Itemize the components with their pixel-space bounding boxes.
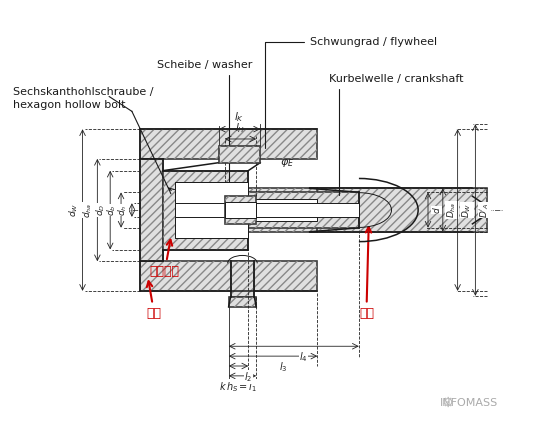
Bar	[140, 129, 317, 159]
Bar	[140, 262, 317, 291]
Text: $D_W$: $D_W$	[461, 202, 473, 218]
Bar	[219, 146, 260, 163]
Text: $D_{ha}$: $D_{ha}$	[446, 202, 458, 218]
Bar	[164, 171, 248, 250]
Bar	[248, 188, 317, 232]
Text: $d_D$: $d_D$	[95, 204, 107, 216]
Bar	[248, 199, 317, 221]
Bar	[225, 196, 256, 224]
Text: $l_H$: $l_H$	[236, 121, 246, 135]
Text: 空心螺栓: 空心螺栓	[150, 240, 180, 278]
Text: $d$: $d$	[431, 206, 442, 214]
Text: $d_b$: $d_b$	[106, 204, 118, 216]
Bar	[231, 262, 254, 297]
Text: Scheibe / washer: Scheibe / washer	[156, 60, 252, 193]
Text: $l_K$: $l_K$	[234, 110, 244, 124]
Bar	[228, 297, 256, 307]
Bar	[248, 192, 359, 228]
Bar	[248, 203, 359, 217]
Text: $\varphi_E$: $\varphi_E$	[280, 157, 294, 169]
Bar	[248, 192, 359, 228]
Bar	[225, 196, 256, 224]
Text: 转轴: 转轴	[359, 227, 374, 320]
Text: Sechskanthohlschraube /
hexagon hollow bolt: Sechskanthohlschraube / hexagon hollow b…	[13, 87, 154, 110]
Text: $d_W$: $d_W$	[67, 203, 80, 217]
Text: Kurbelwelle / crankshaft: Kurbelwelle / crankshaft	[329, 74, 464, 196]
Text: $l_3$: $l_3$	[279, 360, 287, 374]
Text: ⚙: ⚙	[441, 395, 454, 410]
Text: $l_2$: $l_2$	[244, 370, 253, 384]
Bar	[231, 262, 254, 297]
Bar	[140, 262, 317, 291]
Bar	[164, 171, 248, 250]
Bar	[225, 202, 256, 218]
Text: $d_{ha}$: $d_{ha}$	[82, 202, 95, 218]
Text: Schwungrad / flywheel: Schwungrad / flywheel	[265, 37, 437, 148]
Bar	[140, 129, 317, 159]
Text: INFOMASS: INFOMASS	[440, 398, 499, 407]
Text: $d_h$: $d_h$	[117, 205, 129, 216]
Bar	[228, 297, 256, 307]
Bar	[219, 146, 260, 163]
Bar	[175, 182, 248, 238]
Text: 飞轮: 飞轮	[147, 281, 161, 320]
Bar	[248, 188, 317, 232]
Bar	[310, 188, 487, 232]
Text: $h_S = l_1$: $h_S = l_1$	[226, 380, 257, 394]
Text: $l_4$: $l_4$	[299, 350, 308, 364]
Bar	[140, 159, 164, 262]
Bar	[140, 159, 164, 262]
Text: $k$: $k$	[218, 380, 227, 392]
Bar	[310, 188, 487, 232]
Bar	[175, 203, 248, 217]
Text: $D'_A$: $D'_A$	[478, 202, 491, 218]
